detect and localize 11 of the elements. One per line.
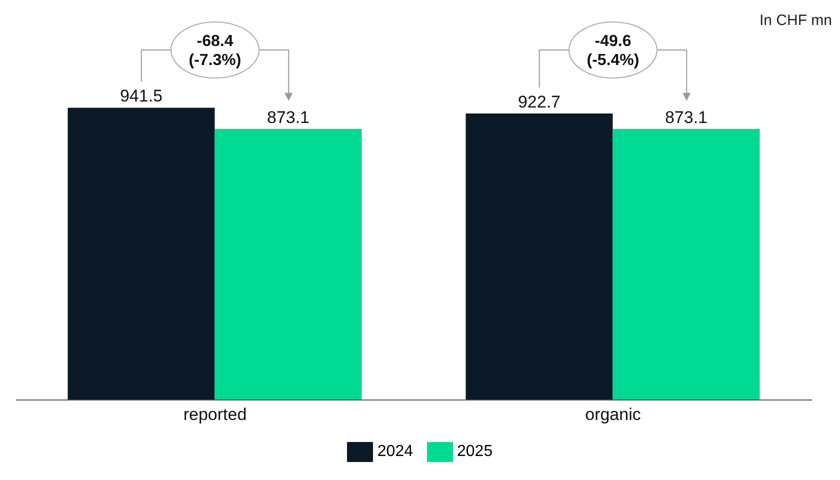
text: -49.6 (-5.4%) — [586, 33, 640, 69]
data-label: 941.5 — [120, 86, 163, 106]
data-label: 922.7 — [518, 92, 561, 112]
text: In CHF mn — [759, 12, 832, 29]
legend-label: 2025 — [457, 443, 493, 461]
x-tick-label: organic — [585, 405, 642, 424]
x-tick-label: reported — [183, 405, 247, 424]
text: -68.4 (-7.3%) — [188, 33, 242, 69]
data-label: 873.1 — [266, 108, 310, 127]
legend-label: 2024 — [377, 443, 413, 461]
data-label: 873.1 — [664, 108, 708, 127]
